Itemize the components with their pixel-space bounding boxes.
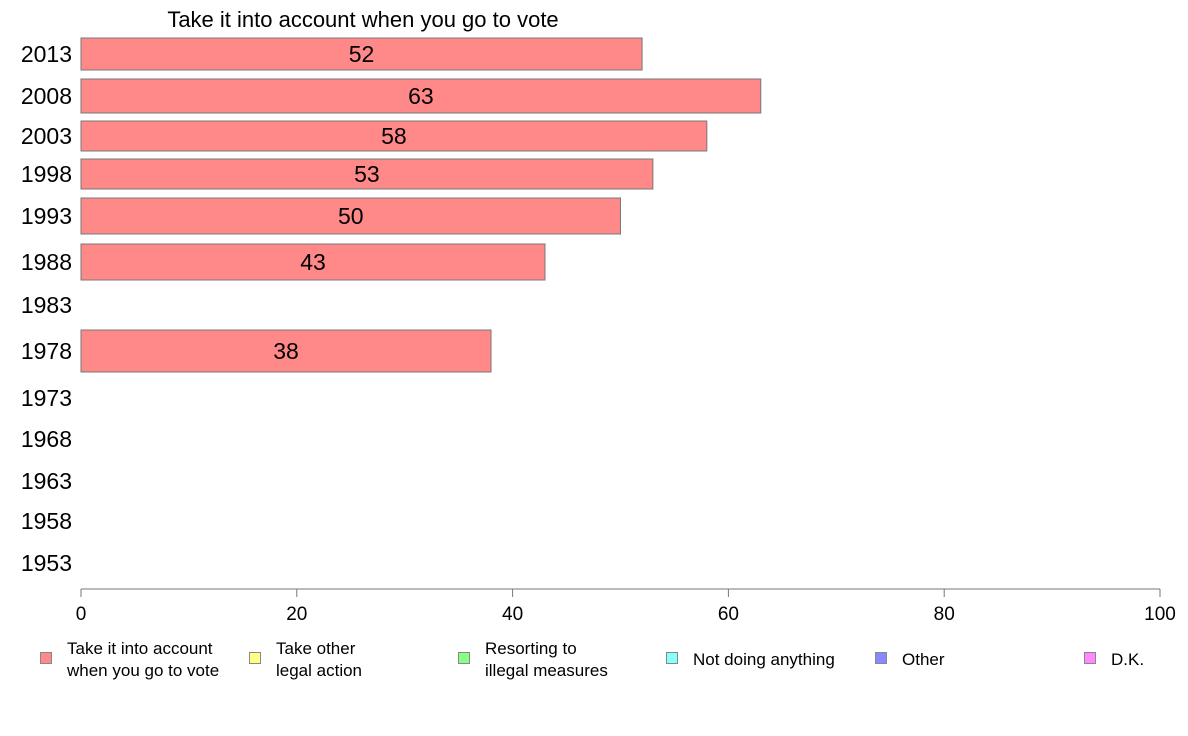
legend-item: Not doing anything [666,638,835,671]
y-tick-label-1968: 1968 [21,426,72,452]
bar-value-label-1978: 38 [273,338,299,364]
legend-swatch [666,652,678,664]
legend-label: Take it into account when you go to vote [67,639,220,680]
bar-2013 [80,37,643,71]
y-tick-label-1988: 1988 [21,249,72,275]
legend-label: Not doing anything [693,650,835,669]
legend-swatch [458,652,470,664]
legend-swatch [249,652,261,664]
bar-1978 [80,329,492,373]
y-tick-label-1973: 1973 [21,385,72,411]
y-tick-label-1998: 1998 [21,161,72,187]
legend-swatch [875,652,887,664]
x-tick-label-0: 0 [76,604,87,625]
y-tick-label-1978: 1978 [21,338,72,364]
bar-value-label-1998: 53 [354,161,380,187]
legend-label: D.K. [1111,650,1145,669]
legend-label: Other [902,650,945,669]
legend-item: Resorting to illegal measures [458,638,608,682]
chart-title: Take it into account when you go to vote [167,7,558,32]
bar-value-label-2003: 58 [381,123,407,149]
bar-2008 [80,78,762,114]
y-tick-label-1953: 1953 [21,550,72,576]
legend: Take it into account when you go to vote… [0,638,1188,698]
legend-swatch [1084,652,1096,664]
bar-value-label-1988: 43 [300,249,326,275]
y-tick-label-1958: 1958 [21,508,72,534]
y-tick-label-2003: 2003 [21,123,72,149]
bar-1993 [80,197,621,235]
legend-swatch [40,652,52,664]
bar-chart: Take it into account when you go to vote… [21,7,1176,625]
y-tick-label-1993: 1993 [21,203,72,229]
y-tick-label-2008: 2008 [21,83,72,109]
x-tick-label-20: 20 [286,604,307,625]
legend-item: Take other legal action [249,638,362,682]
legend-item: D.K. [1084,638,1144,671]
legend-label: Resorting to illegal measures [485,639,608,680]
legend-item: Other [875,638,945,671]
bar-value-label-1993: 50 [338,203,364,229]
bar-2003 [80,120,708,152]
bar-1998 [80,158,654,190]
x-tick-label-80: 80 [934,604,955,625]
legend-label: Take other legal action [276,639,363,680]
bar-value-label-2008: 63 [408,83,434,109]
legend-item: Take it into account when you go to vote [40,638,219,682]
x-tick-label-60: 60 [718,604,739,625]
x-tick-label-40: 40 [502,604,523,625]
bar-1988 [80,243,546,281]
x-tick-label-100: 100 [1144,604,1176,625]
y-tick-label-2013: 2013 [21,41,72,67]
y-tick-label-1963: 1963 [21,468,72,494]
y-tick-label-1983: 1983 [21,292,72,318]
bar-value-label-2013: 52 [349,41,375,67]
